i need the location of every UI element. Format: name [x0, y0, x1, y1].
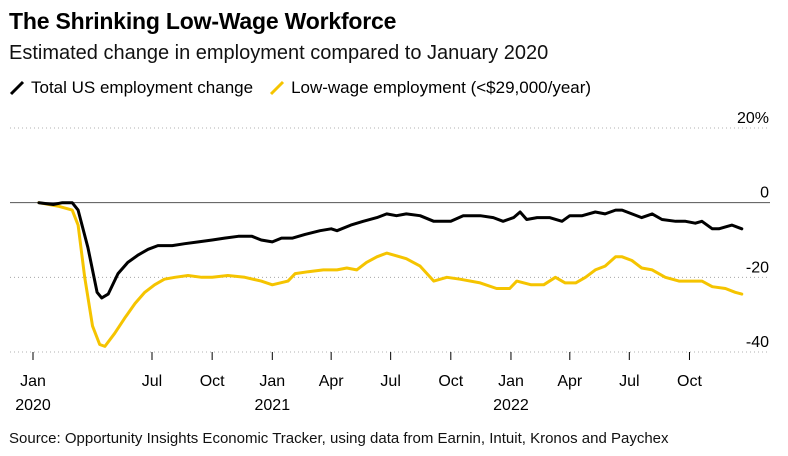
x-tick-label-6: Oct: [438, 373, 463, 390]
x-tick-year-7: 2022: [493, 397, 529, 414]
y-tick-label-1: 0: [760, 185, 769, 202]
series-line-low-wage: [37, 201, 744, 348]
source-note: Source: Opportunity Insights Economic Tr…: [9, 430, 669, 447]
x-tick-label-0: Jan: [20, 373, 46, 390]
legend: Total US employment change Low-wage empl…: [9, 78, 607, 98]
x-tick-label-5: Jul: [380, 373, 400, 390]
legend-label-total: Total US employment change: [31, 78, 254, 97]
x-tick-year-0: 2020: [15, 397, 51, 414]
x-tick-label-9: Jul: [619, 373, 639, 390]
x-tick-label-4: Apr: [319, 373, 345, 390]
series-line-total: [37, 201, 744, 300]
x-tick-label-10: Oct: [677, 373, 702, 390]
x-tick-label-8: Apr: [557, 373, 583, 390]
legend-item-total: Total US employment change: [9, 78, 253, 98]
x-tick-label-7: Jan: [498, 373, 524, 390]
chart-title: The Shrinking Low-Wage Workforce: [9, 8, 397, 34]
x-tick-label-2: Oct: [200, 373, 225, 390]
x-tick-year-3: 2021: [255, 397, 291, 414]
y-tick-label-2: -20: [746, 259, 769, 276]
x-tick-label-3: Jan: [259, 373, 285, 390]
legend-item-low-wage: Low-wage employment (<$29,000/year): [269, 78, 591, 98]
x-tick-label-1: Jul: [142, 373, 162, 390]
legend-swatch-total: [9, 80, 25, 96]
legend-label-low-wage: Low-wage employment (<$29,000/year): [291, 78, 592, 97]
y-tick-label-3: -40: [746, 334, 769, 351]
chart-subtitle: Estimated change in employment compared …: [9, 42, 549, 64]
y-tick-label-0: 20%: [737, 110, 769, 127]
legend-swatch-low-wage: [270, 80, 285, 96]
